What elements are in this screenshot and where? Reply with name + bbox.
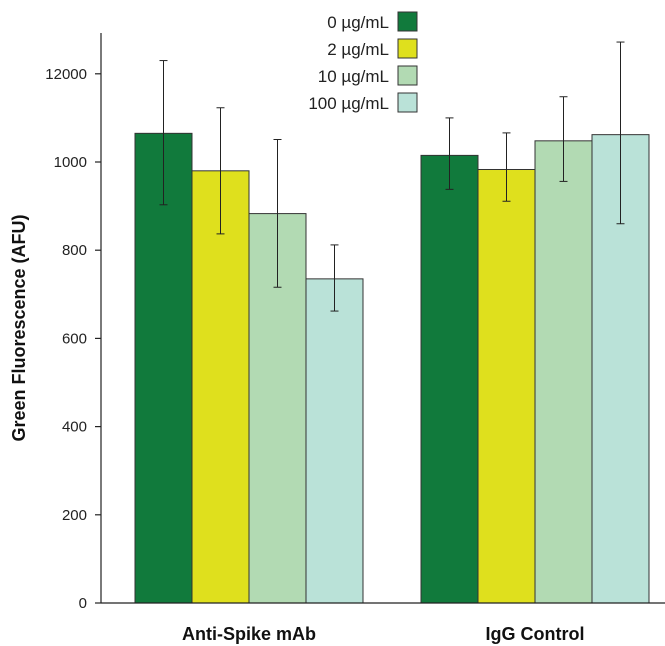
category-label: IgG Control <box>486 624 585 644</box>
error-bars <box>159 41 625 312</box>
bar-1-0 <box>420 154 479 604</box>
y-tick-label: 400 <box>62 419 87 436</box>
y-tick-label: 600 <box>62 330 87 347</box>
legend-swatch <box>397 65 418 86</box>
legend-label: 10 µg/mL <box>318 67 389 86</box>
legend-label: 0 µg/mL <box>327 13 389 32</box>
legend-swatch <box>397 38 418 59</box>
legend-swatch <box>397 11 418 32</box>
category-label: Anti-Spike mAb <box>182 624 316 644</box>
y-axis-label: Green Fluorescence (AFU) <box>9 214 29 441</box>
legend-swatch <box>397 92 418 113</box>
legend-label: 100 µg/mL <box>308 94 389 113</box>
x-axis-category-labels: Anti-Spike mAb IgG Control <box>182 624 585 644</box>
y-tick-label: 200 <box>62 507 87 524</box>
bar-0-1 <box>191 170 250 604</box>
legend-label: 2 µg/mL <box>327 40 389 59</box>
bar-0-3 <box>305 278 364 604</box>
bar-1-1 <box>477 168 536 604</box>
bars <box>134 132 650 604</box>
y-tick-label: 12000 <box>45 66 87 83</box>
y-axis-ticks: 0 200 400 600 800 1000 12000 <box>45 66 101 612</box>
y-tick-label: 1000 <box>54 154 87 171</box>
legend: 0 µg/mL 2 µg/mL 10 µg/mL 100 µg/mL <box>308 11 418 113</box>
bar-1-2 <box>534 140 593 604</box>
y-tick-label: 800 <box>62 242 87 259</box>
y-tick-label: 0 <box>79 595 87 612</box>
